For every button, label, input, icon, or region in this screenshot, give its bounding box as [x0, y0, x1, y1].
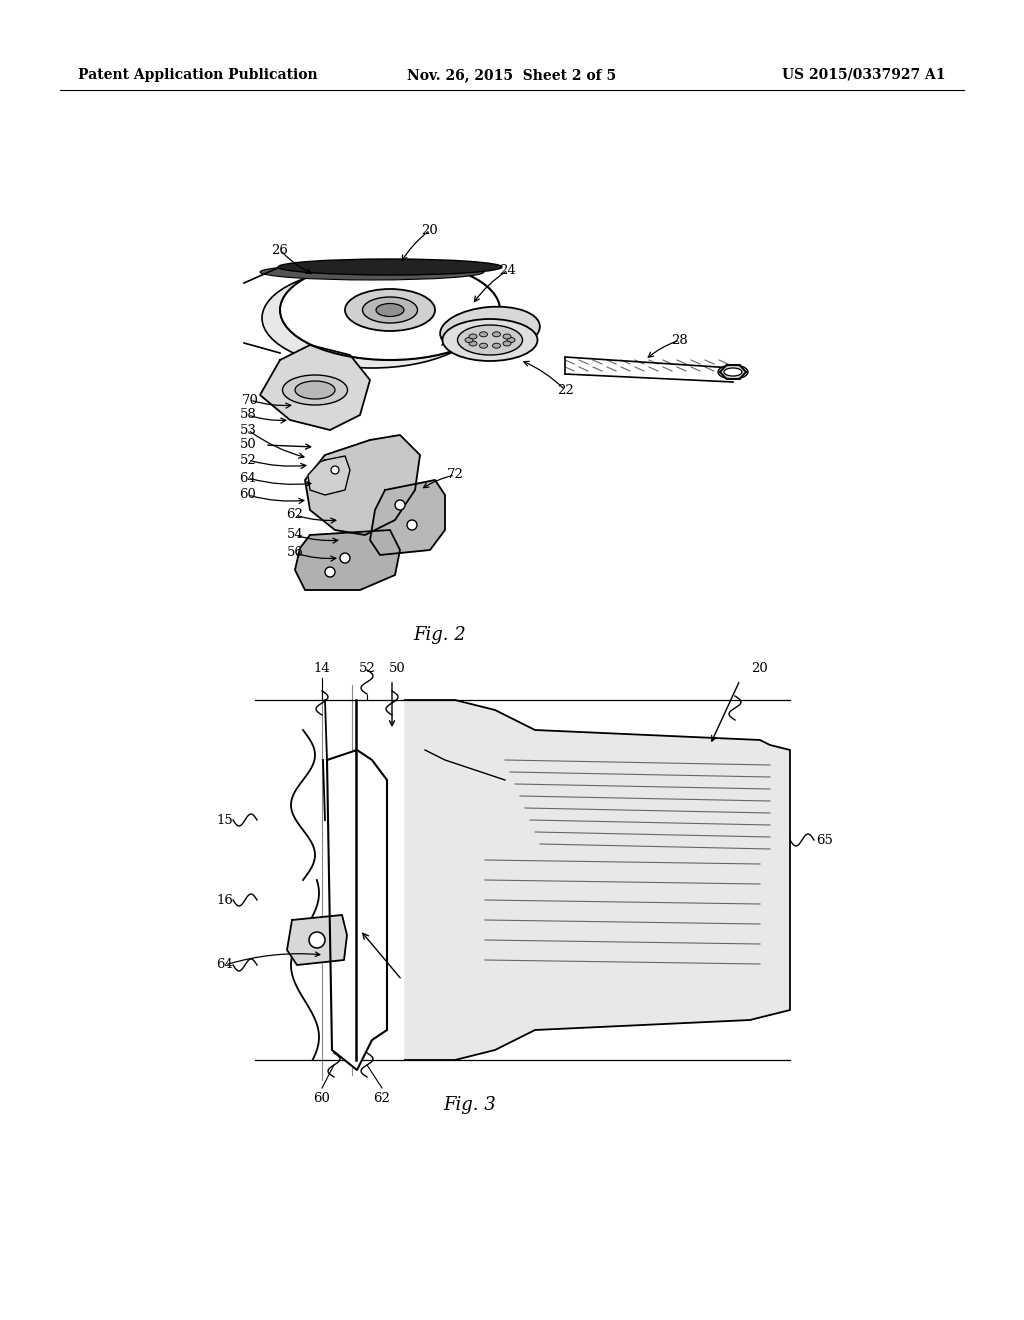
Text: Fig. 2: Fig. 2 — [414, 626, 466, 644]
Text: 60: 60 — [240, 488, 256, 502]
Circle shape — [331, 466, 339, 474]
Text: 15: 15 — [217, 813, 233, 826]
Text: 50: 50 — [240, 438, 256, 451]
Ellipse shape — [278, 259, 502, 275]
Text: 28: 28 — [672, 334, 688, 346]
Text: Fig. 3: Fig. 3 — [443, 1096, 497, 1114]
Circle shape — [407, 520, 417, 531]
Circle shape — [395, 500, 406, 510]
Ellipse shape — [465, 338, 473, 342]
Ellipse shape — [724, 368, 742, 376]
Ellipse shape — [283, 375, 347, 405]
Text: 22: 22 — [557, 384, 573, 396]
Ellipse shape — [442, 319, 538, 360]
Ellipse shape — [295, 381, 335, 399]
Text: 54: 54 — [287, 528, 303, 541]
Text: 24: 24 — [500, 264, 516, 276]
Ellipse shape — [503, 341, 511, 346]
Polygon shape — [406, 700, 790, 1060]
Text: 53: 53 — [240, 424, 256, 437]
Text: 64: 64 — [216, 958, 233, 972]
Text: 52: 52 — [240, 454, 256, 466]
Ellipse shape — [469, 341, 477, 346]
Ellipse shape — [493, 343, 501, 348]
Ellipse shape — [262, 268, 482, 368]
Text: 16: 16 — [216, 894, 233, 907]
Polygon shape — [305, 436, 420, 535]
Ellipse shape — [458, 325, 522, 355]
Polygon shape — [327, 750, 387, 1071]
Polygon shape — [287, 915, 347, 965]
Ellipse shape — [718, 366, 748, 379]
Polygon shape — [260, 345, 370, 430]
Polygon shape — [308, 455, 350, 495]
Text: 65: 65 — [816, 833, 834, 846]
Text: Nov. 26, 2015  Sheet 2 of 5: Nov. 26, 2015 Sheet 2 of 5 — [408, 69, 616, 82]
Ellipse shape — [503, 334, 511, 339]
Ellipse shape — [376, 304, 404, 317]
Polygon shape — [295, 531, 400, 590]
Text: 58: 58 — [240, 408, 256, 421]
Ellipse shape — [260, 264, 484, 280]
Text: 52: 52 — [358, 661, 376, 675]
Text: 20: 20 — [422, 223, 438, 236]
Text: US 2015/0337927 A1: US 2015/0337927 A1 — [782, 69, 946, 82]
Text: 50: 50 — [389, 661, 406, 675]
Ellipse shape — [362, 297, 418, 323]
Text: 60: 60 — [313, 1092, 331, 1105]
Text: 72: 72 — [446, 469, 464, 482]
Ellipse shape — [479, 331, 487, 337]
Circle shape — [340, 553, 350, 564]
Ellipse shape — [507, 338, 515, 342]
Text: Patent Application Publication: Patent Application Publication — [78, 69, 317, 82]
Ellipse shape — [440, 306, 540, 354]
Circle shape — [309, 932, 325, 948]
Text: 56: 56 — [287, 546, 303, 560]
Text: 70: 70 — [242, 393, 258, 407]
Ellipse shape — [280, 260, 500, 360]
Text: 62: 62 — [287, 508, 303, 521]
Text: 64: 64 — [240, 471, 256, 484]
Ellipse shape — [479, 343, 487, 348]
Text: 62: 62 — [374, 1092, 390, 1105]
Text: 20: 20 — [752, 661, 768, 675]
Polygon shape — [370, 480, 445, 554]
Text: 14: 14 — [313, 661, 331, 675]
Ellipse shape — [469, 334, 477, 339]
Ellipse shape — [493, 331, 501, 337]
Circle shape — [325, 568, 335, 577]
Ellipse shape — [345, 289, 435, 331]
Text: 26: 26 — [271, 243, 289, 256]
